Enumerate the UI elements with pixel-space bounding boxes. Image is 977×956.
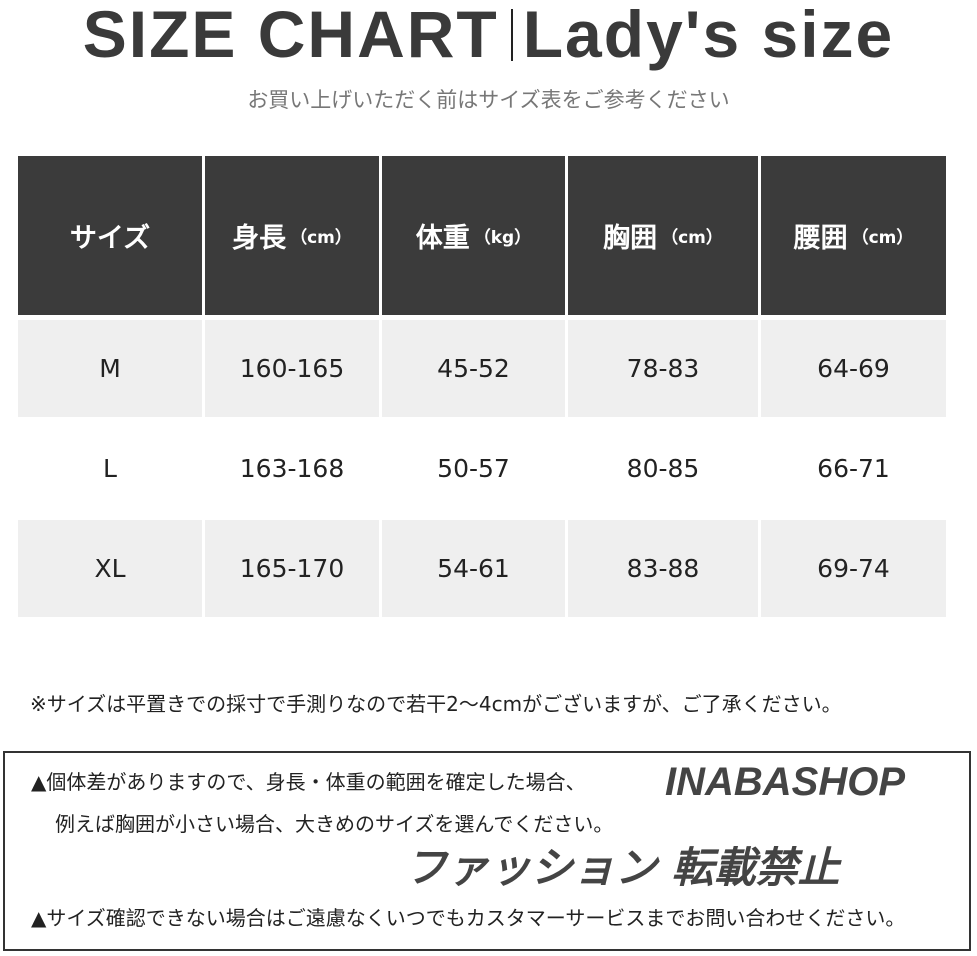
table-header-row: サイズ 身長 （cm） 体重 （kg） 胸囲 （cm） 腰囲 （cm） xyxy=(18,156,946,315)
table-row: M 160-165 45-52 78-83 64-69 xyxy=(18,320,946,417)
header-label: 腰囲 xyxy=(793,223,848,254)
cell-height: 163-168 xyxy=(205,420,382,517)
header-cell-weight: 体重 （kg） xyxy=(382,156,568,315)
header-cell-waist: 腰囲 （cm） xyxy=(761,156,946,315)
title-divider xyxy=(510,9,513,61)
header-cell-height: 身長 （cm） xyxy=(205,156,382,315)
header-unit: （cm） xyxy=(290,228,352,248)
cell-weight: 45-52 xyxy=(382,320,568,417)
size-table: サイズ 身長 （cm） 体重 （kg） 胸囲 （cm） 腰囲 （cm） M 160-16… xyxy=(18,156,946,620)
notice-line-1: ▲個体差がありますので、身長・体重の範囲を確定した場合、 xyxy=(31,770,586,794)
cell-height: 160-165 xyxy=(205,320,382,417)
cell-size: XL xyxy=(18,520,205,617)
notice-box: ▲個体差がありますので、身長・体重の範囲を確定した場合、 INABASHOP 例… xyxy=(3,751,971,951)
header-cell-size: サイズ xyxy=(18,156,205,315)
header-unit: （kg） xyxy=(473,228,532,248)
cell-height: 165-170 xyxy=(205,520,382,617)
header-label: 身長 xyxy=(232,223,287,254)
cell-size: L xyxy=(18,420,205,517)
cell-weight: 54-61 xyxy=(382,520,568,617)
page-title: SIZE CHART Lady's size xyxy=(0,0,977,72)
watermark-brand: INABASHOP xyxy=(665,760,906,804)
cell-size: M xyxy=(18,320,205,417)
notice-line-2: 例えば胸囲が小さい場合、大きめのサイズを選んでください。 xyxy=(55,812,614,836)
header-unit: （cm） xyxy=(851,228,914,248)
cell-weight: 50-57 xyxy=(382,420,568,517)
header-label: 胸囲 xyxy=(603,223,658,254)
subtitle: お買い上げいただく前はサイズ表をご参考ください xyxy=(247,88,730,112)
cell-bust: 83-88 xyxy=(568,520,761,617)
header-unit: （cm） xyxy=(661,228,723,248)
watermark-text: ファッション 転載禁止 xyxy=(405,843,840,892)
notice-line-3: ▲サイズ確認できない場合はご遠慮なくいつでもカスタマーサービスまでお問い合わせく… xyxy=(31,906,906,930)
cell-bust: 80-85 xyxy=(568,420,761,517)
cell-bust: 78-83 xyxy=(568,320,761,417)
cell-waist: 69-74 xyxy=(761,520,946,617)
table-row: XL 165-170 54-61 83-88 69-74 xyxy=(18,520,946,617)
header-cell-bust: 胸囲 （cm） xyxy=(568,156,761,315)
header-label: サイズ xyxy=(69,223,151,254)
measurement-note: ※サイズは平置きでの採寸で手測りなので若干2～4cmがございますが、ご了承くださ… xyxy=(30,692,842,716)
cell-waist: 66-71 xyxy=(817,454,890,483)
header-label: 体重 xyxy=(415,223,470,254)
table-row: L 163-168 50-57 80-85 66-71 xyxy=(18,420,946,517)
title-ladys-size: Lady's size xyxy=(522,0,895,71)
cell-waist: 64-69 xyxy=(761,320,946,417)
title-size-chart: SIZE CHART xyxy=(82,0,499,71)
